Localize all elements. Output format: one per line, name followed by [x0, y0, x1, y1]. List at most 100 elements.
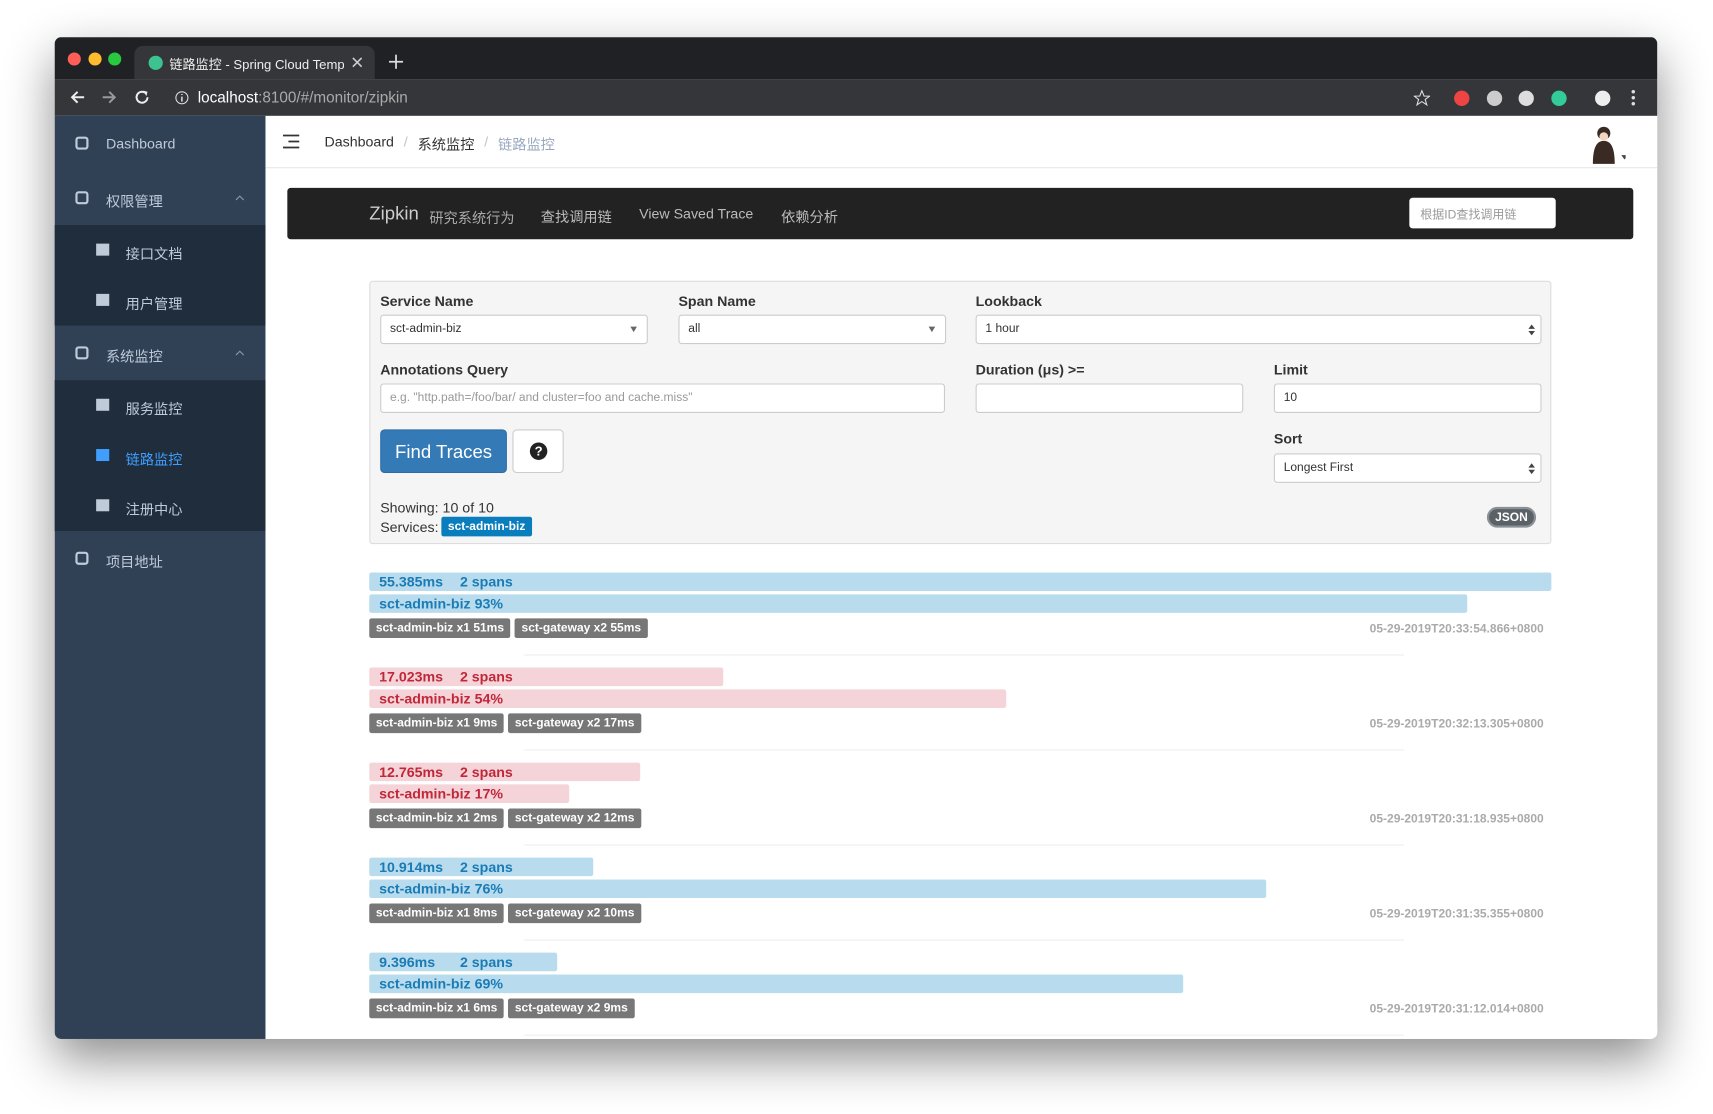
submenu-item[interactable]: 用户管理: [55, 275, 266, 325]
trace-timestamp: 05-29-2019T20:32:13.305+0800: [1369, 717, 1544, 731]
input[interactable]: 10: [1273, 383, 1542, 413]
json-button[interactable]: JSON: [1486, 506, 1537, 528]
sidebar-item[interactable]: Dashboard: [55, 116, 266, 171]
sidebar-item[interactable]: 权限管理: [55, 170, 266, 225]
trace-duration-bar: 12.765ms 2 spans: [369, 762, 641, 782]
trace-tags: sct-admin-biz x1 2ms sct-gateway x2 12ms: [369, 808, 641, 829]
breadcrumb-item[interactable]: Dashboard: [324, 133, 394, 150]
trace-duration: 17.023ms: [379, 668, 444, 685]
submenu-icon: [96, 243, 110, 256]
menu-button[interactable]: [1631, 90, 1636, 106]
submenu-item[interactable]: 接口文档: [55, 225, 266, 275]
service-tag: sct-admin-biz x1 51ms: [369, 618, 511, 639]
trace-tags: sct-admin-biz x1 6ms sct-gateway x2 9ms: [369, 998, 635, 1019]
trace-span-count: 2 spans: [459, 953, 513, 971]
submenu-item[interactable]: 链路监控: [55, 430, 266, 480]
nav-link[interactable]: 依赖分析: [781, 208, 838, 226]
trace-duration-bar: 10.914ms 2 spans: [369, 857, 594, 877]
trace-timestamp: 05-29-2019T20:31:12.014+0800: [1369, 1002, 1544, 1017]
nav-link[interactable]: 查找调用链: [540, 208, 612, 226]
sidebar-icon: [75, 346, 89, 360]
submenu-item[interactable]: 服务监控: [55, 380, 266, 430]
input[interactable]: [975, 383, 1244, 413]
service-percentage: sct-admin-biz 54%: [379, 690, 504, 707]
sidebar-label: 系统监控: [105, 348, 163, 365]
trace-divider: [524, 939, 1404, 941]
tab-close[interactable]: [352, 57, 363, 68]
window-control[interactable]: [67, 52, 81, 66]
trace-tags: sct-admin-biz x1 8ms sct-gateway x2 10ms: [369, 903, 641, 924]
service-percentage-bar: sct-admin-biz 17%: [369, 784, 570, 803]
extension-icon[interactable]: [1518, 90, 1534, 106]
field-label: Sort: [1273, 430, 1303, 447]
input[interactable]: e.g. "http.path=/foo/bar/ and cluster=fo…: [380, 383, 946, 413]
trace[interactable]: 12.765ms 2 spans sct-admin-biz 17% sct-admi…: [369, 762, 1551, 850]
trace-timestamp: 05-29-2019T20:31:35.355+0800: [1369, 907, 1544, 921]
service-percentage: sct-admin-biz 93%: [379, 595, 504, 612]
help-button[interactable]: ?: [512, 429, 564, 474]
service-percentage-bar: sct-admin-biz 54%: [369, 689, 1007, 708]
trace-id-search[interactable]: 根据ID查找调用链: [1409, 197, 1556, 229]
sidebar-item[interactable]: 项目地址: [55, 531, 266, 586]
help-icon: ?: [529, 442, 548, 460]
tab[interactable]: 链路监控 - Spring Cloud Templ: [134, 45, 375, 80]
window-control[interactable]: [88, 52, 102, 66]
sidebar-label: Dashboard: [105, 135, 176, 152]
address-bar[interactable]: localhost:8100/#/monitor/zipkin: [198, 88, 408, 105]
trace-tags: sct-admin-biz x1 51ms sct-gateway x2 55ms: [369, 618, 648, 639]
trace-duration: 10.914ms: [379, 858, 444, 876]
submenu-label: 服务监控: [125, 400, 183, 418]
submenu-arrow: [235, 350, 245, 356]
zipkin-brand[interactable]: Zipkin: [369, 203, 419, 224]
service-tag: sct-admin-biz x1 6ms: [369, 998, 504, 1019]
reload-button[interactable]: [134, 90, 149, 105]
sidebar-icon: [75, 551, 89, 565]
nav-link[interactable]: View Saved Trace: [639, 205, 754, 222]
showing-count: Showing: 10 of 10: [380, 499, 494, 516]
trace[interactable]: 55.385ms 2 spans sct-admin-biz 93% sct-admi…: [369, 572, 1552, 659]
breadcrumb-item[interactable]: 系统监控: [417, 136, 475, 153]
submenu-item[interactable]: 注册中心: [55, 481, 266, 531]
select[interactable]: Longest First: [1273, 453, 1542, 483]
submenu-icon: [96, 293, 110, 306]
zipkin-tagline: 研究系统行为: [429, 209, 515, 227]
service-percentage: sct-admin-biz 76%: [379, 880, 504, 897]
trace-divider: [524, 654, 1404, 656]
services-label: Services:: [380, 518, 439, 536]
hamburger[interactable]: [282, 134, 300, 149]
select[interactable]: sct-admin-biz: [380, 314, 648, 345]
submenu-arrow: [235, 195, 245, 201]
trace-divider: [524, 844, 1404, 846]
back-button[interactable]: [70, 90, 85, 105]
avatar[interactable]: [1582, 122, 1626, 166]
toolbar: localhost:8100/#/monitor/zipkin: [54, 79, 1658, 116]
select[interactable]: all: [678, 314, 947, 345]
trace-timestamp: 05-29-2019T20:31:18.935+0800: [1369, 812, 1544, 826]
field-label: Span Name: [678, 292, 756, 310]
field-label: Limit: [1273, 361, 1308, 379]
sidebar-label: 权限管理: [105, 193, 163, 210]
extension-icon[interactable]: [1486, 90, 1503, 106]
extension-icon[interactable]: [1595, 90, 1611, 106]
breadcrumb: Dashboard / 系统监控 / 链路监控: [324, 133, 554, 154]
select[interactable]: 1 hour: [975, 314, 1542, 345]
trace[interactable]: 9.396ms 2 spans sct-admin-biz 69% sct-admin…: [369, 952, 1551, 1039]
forward-button[interactable]: [102, 90, 117, 105]
url-host: localhost: [197, 88, 259, 106]
trace[interactable]: 17.023ms 2 spans sct-admin-biz 54% sct-admi…: [369, 667, 1551, 755]
trace-duration: 55.385ms: [379, 573, 444, 590]
service-percentage-bar: sct-admin-biz 76%: [369, 879, 1267, 899]
tab-favicon: [148, 55, 163, 70]
submenu-icon: [96, 449, 110, 462]
extension-icon[interactable]: [1551, 90, 1567, 106]
tab-title: 链路监控 - Spring Cloud Templ: [169, 56, 345, 73]
service-percentage-bar: sct-admin-biz 93%: [369, 594, 1468, 613]
bookmark-star[interactable]: [1413, 89, 1431, 106]
sidebar-item[interactable]: 系统监控: [55, 326, 266, 381]
trace[interactable]: 10.914ms 2 spans sct-admin-biz 76% sct-admi…: [369, 857, 1551, 945]
new-tab[interactable]: [388, 54, 404, 69]
window-control[interactable]: [108, 52, 122, 66]
extension-icon[interactable]: [1454, 90, 1470, 106]
find-traces-button[interactable]: Find Traces: [380, 429, 507, 474]
